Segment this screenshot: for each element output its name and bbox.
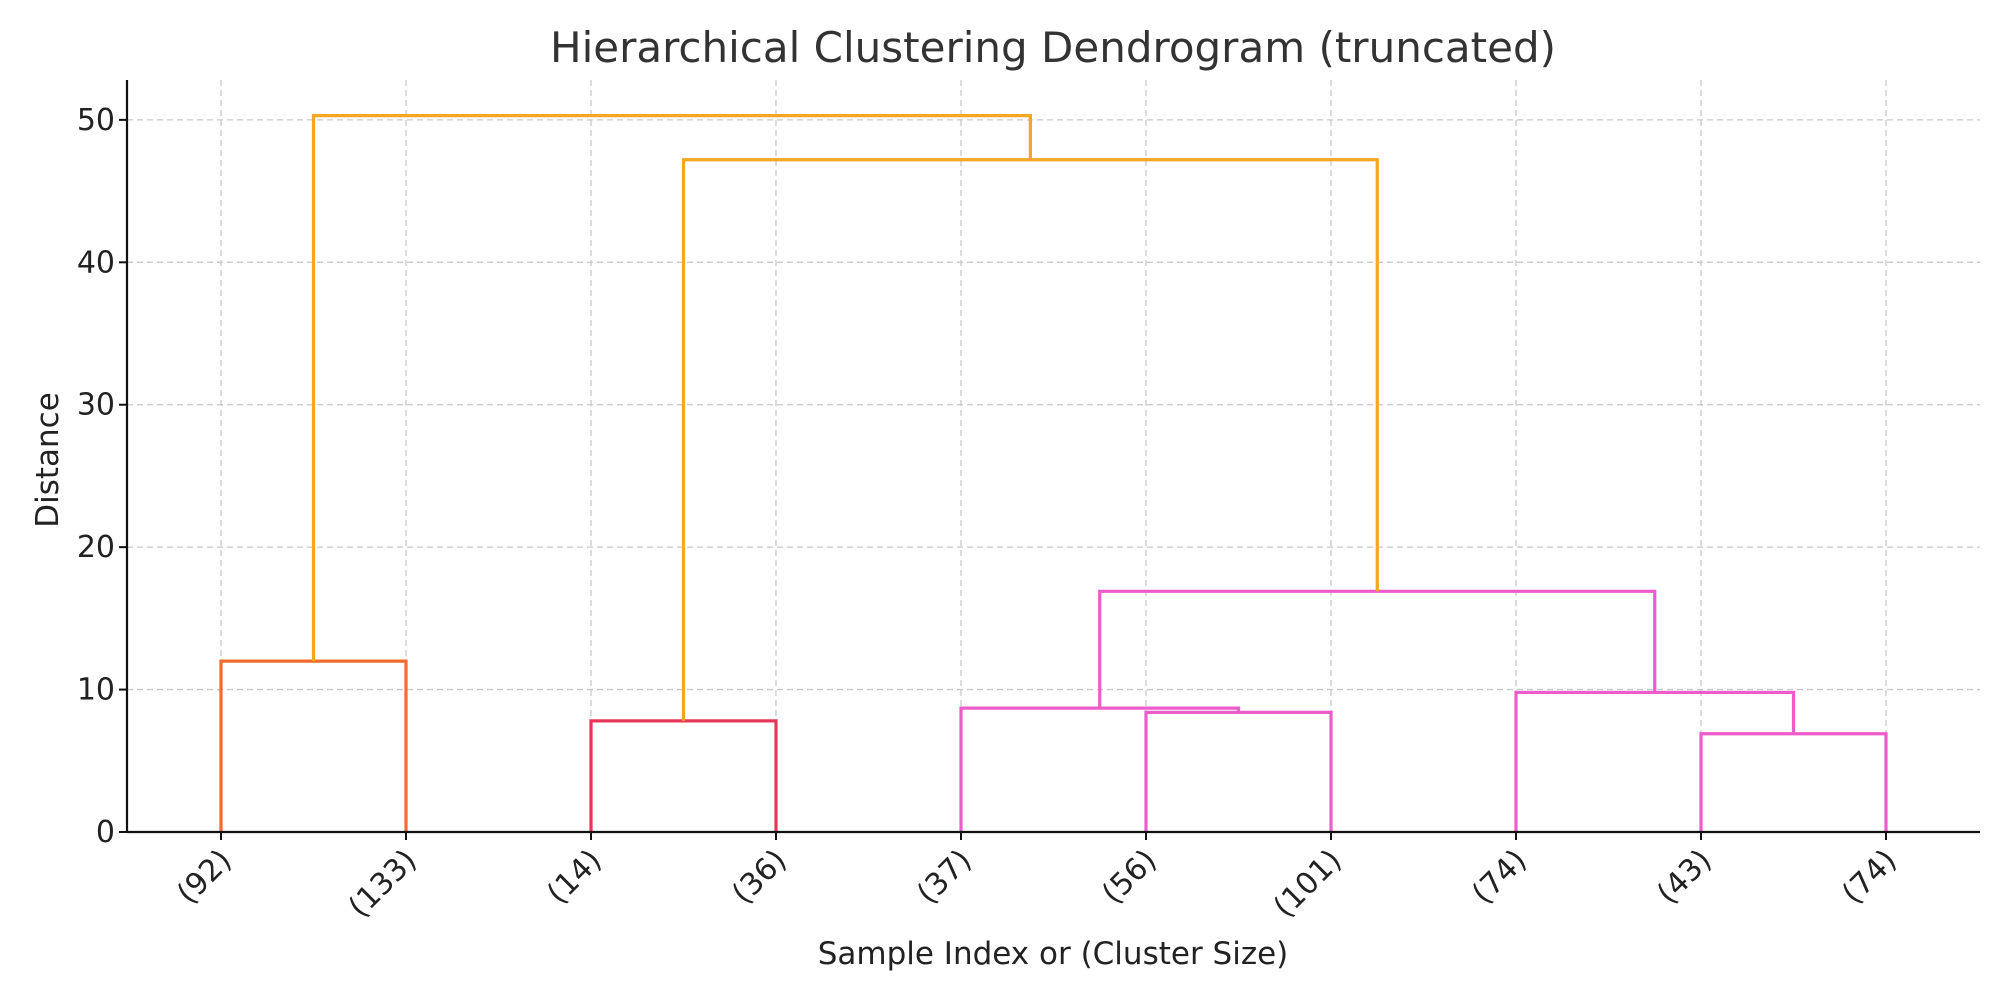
y-axis-label: Distance	[30, 392, 66, 528]
x-tick-label-5: (56)	[1095, 843, 1163, 911]
y-tick-label-5: 50	[77, 103, 115, 138]
x-axis-label: Sample Index or (Cluster Size)	[818, 936, 1289, 972]
x-tick-label-2: (14)	[540, 843, 608, 911]
x-ticks: (92) (133) (14) (36) (37) (56) (101) (74) (43) (7…	[170, 832, 1904, 925]
y-tick-label-2: 20	[77, 530, 115, 565]
dendrogram-link-4	[1699, 732, 1888, 832]
grid-lines	[127, 80, 1980, 832]
dendrogram-link-7	[681, 158, 1379, 721]
y-tick-label-4: 40	[77, 245, 115, 280]
dendrogram-link-5	[1514, 690, 1796, 832]
axes	[125, 80, 1980, 834]
x-tick-label-9: (74)	[1835, 843, 1903, 911]
dendrogram-link-0	[219, 659, 408, 832]
x-tick-label-8: (43)	[1650, 843, 1718, 911]
y-tick-label-3: 30	[77, 388, 115, 423]
x-tick-label-6: (101)	[1267, 843, 1349, 925]
x-tick-label-3: (36)	[725, 843, 793, 911]
x-tick-label-4: (37)	[910, 843, 978, 911]
y-tick-label-0: 0	[96, 815, 115, 850]
dendrogram-link-2	[1144, 710, 1333, 832]
dendrogram-link-1	[589, 719, 778, 832]
chart-title: Hierarchical Clustering Dendrogram (trun…	[550, 23, 1556, 72]
y-tick-label-1: 10	[77, 673, 115, 708]
dendrogram-link-6	[1098, 589, 1657, 709]
x-tick-label-1: (133)	[342, 843, 424, 925]
x-tick-label-7: (74)	[1465, 843, 1533, 911]
y-ticks: 0 10 20 30 40 50	[77, 103, 127, 850]
dendrogram-links	[219, 114, 1888, 832]
x-tick-label-0: (92)	[170, 843, 238, 911]
dendrogram-link-3	[959, 706, 1241, 832]
dendrogram-link-8	[311, 114, 1032, 662]
